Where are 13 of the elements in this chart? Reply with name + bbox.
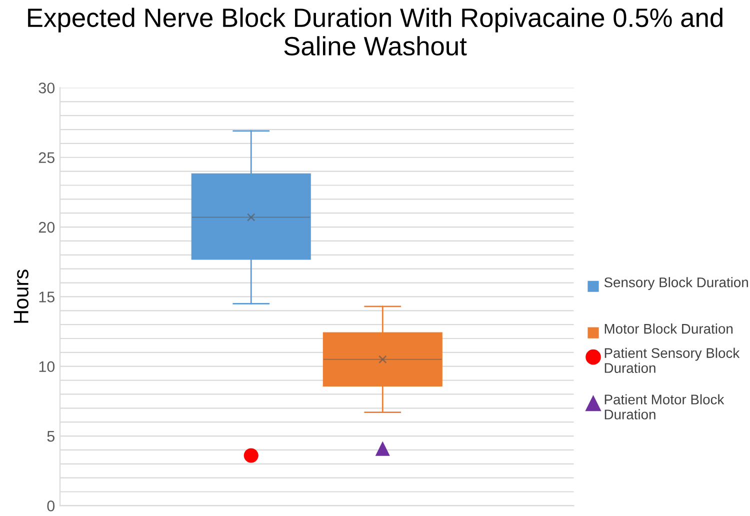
legend-label: Patient Motor Block Duration xyxy=(604,394,724,420)
legend-label: Patient Sensory Block Duration xyxy=(604,348,740,373)
y-axis-title: Hours xyxy=(14,270,28,323)
y-tick-label: 30 xyxy=(38,82,55,94)
chart-title: Expected Nerve Block Duration With Ropivacaine 0.5% and Saline Washout xyxy=(28,8,722,56)
y-tick-label: 20 xyxy=(38,222,55,233)
y-tick-label: 25 xyxy=(38,152,54,164)
y-tick-label: 5 xyxy=(47,431,54,442)
y-tick-label: 15 xyxy=(39,292,54,302)
legend-label: Motor Block Duration xyxy=(604,324,733,334)
legend-label: Sensory Block Duration xyxy=(604,277,748,290)
y-tick-label: 0 xyxy=(47,500,55,512)
y-tick-label: 10 xyxy=(39,361,55,372)
